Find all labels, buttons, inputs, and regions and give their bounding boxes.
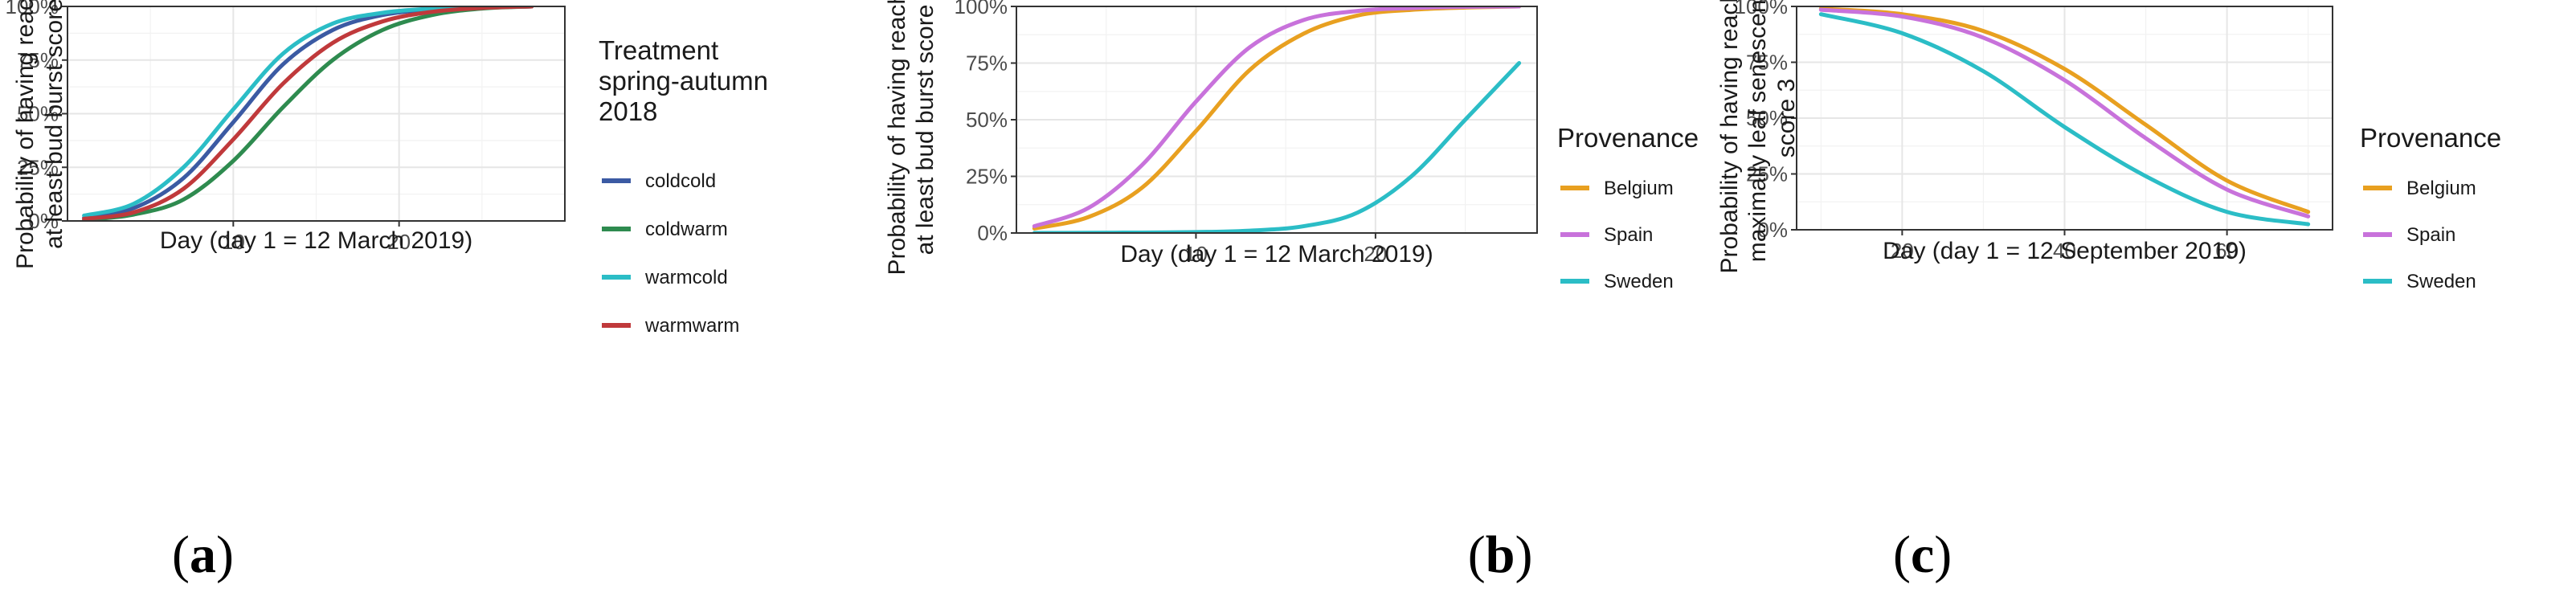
panel-label-letter: c (1911, 525, 1934, 584)
series-line-Spain (1818, 7, 2311, 219)
y-tick-label: 50% (17, 102, 59, 126)
y-tick-label: 75% (17, 48, 59, 72)
panel-label-close-paren: ) (1515, 525, 1533, 584)
series-line-warmcold (82, 6, 534, 218)
panel-label: (b) (1468, 525, 1533, 584)
legend-label-Belgium: Belgium (2406, 178, 2476, 199)
chart-panel-a: 0% 25% 50% 75% 100% 10 20 Day (day 1 = 12 March… (0, 0, 860, 613)
legend-title-line: Provenance (2360, 123, 2501, 153)
x-tick-label: 10 (222, 230, 245, 254)
y-tick-label: 25% (17, 155, 59, 179)
series-line-Belgium (1818, 6, 2311, 215)
legend-label-Belgium: Belgium (1604, 178, 1674, 199)
y-tick-label: 50% (1746, 106, 1788, 130)
legend-title-line: Treatment (599, 35, 718, 65)
chart-panel-c: 0% 25% 50% 75% 100% 20 40 60 Day (day 1 = 12 Sep… (1719, 0, 2576, 613)
panel-label-open-paren: ( (1893, 525, 1911, 584)
legend-label-Sweden: Sweden (1604, 271, 1674, 292)
series-line-Spain (1032, 6, 1522, 229)
y-tick-label: 75% (1746, 51, 1788, 75)
chart-panel-b: 0% 25% 50% 75% 100% 10 20 Day (day 1 = 12 March… (860, 0, 1719, 613)
legend-title-line: 2018 (599, 96, 657, 126)
y-tick-label: 100% (1735, 0, 1789, 18)
panel-label-close-paren: ) (216, 525, 234, 584)
y-tick-label: 100% (955, 0, 1008, 18)
legend-label-Spain: Spain (1604, 224, 1653, 246)
y-tick-label: 100% (6, 0, 59, 18)
y-tick-label: 25% (1746, 162, 1788, 186)
y-tick-label: 75% (966, 51, 1008, 76)
y-axis-title-line: at least bud burst score 3 (912, 0, 938, 255)
x-axis-title: Day (day 1 = 12 March 2019) (1120, 241, 1433, 268)
y-axis-title-line: Probability of having reached (884, 0, 910, 275)
x-tick-label: 20 (1891, 239, 1914, 263)
x-axis-title: Day (day 1 = 12 March 2019) (160, 227, 472, 254)
x-tick-label: 10 (1184, 242, 1208, 266)
panel-label-letter: b (1486, 525, 1515, 584)
legend-label-coldcold: coldcold (645, 170, 716, 192)
series-group (1818, 6, 2311, 227)
y-axis-title-line: Probability of having reached (12, 0, 39, 269)
y-tick-label: 0% (28, 209, 59, 233)
panel-label: (c) (1893, 525, 1952, 584)
legend-title-line: spring-autumn (599, 66, 768, 96)
y-tick-label: 0% (1757, 218, 1788, 242)
y-axis-title-line: score 3 (1773, 79, 1800, 157)
legend-title-line: Provenance (1557, 123, 1699, 153)
legend-label-Sweden: Sweden (2406, 271, 2476, 292)
y-axis-title-line: Probability of having reached (1719, 0, 1743, 273)
series-line-coldwarm (82, 6, 534, 221)
x-axis-title: Day (day 1 = 12 September 2019) (1883, 238, 2247, 264)
panel-label-open-paren: ( (1468, 525, 1486, 584)
x-tick-label: 20 (387, 230, 411, 254)
x-tick-label: 20 (1364, 242, 1387, 266)
panel-label: (a) (172, 525, 234, 584)
series-line-warmwarm (82, 6, 534, 221)
series-group (82, 6, 534, 221)
y-tick-label: 0% (977, 221, 1008, 245)
y-tick-label: 25% (966, 165, 1008, 189)
panel-label-close-paren: ) (1934, 525, 1952, 584)
x-tick-label: 60 (2215, 239, 2239, 263)
legend-label-Spain: Spain (2406, 224, 2455, 246)
legend-label-warmwarm: warmwarm (644, 315, 739, 337)
panel-label-open-paren: ( (172, 525, 190, 584)
series-line-Sweden (1818, 12, 2311, 227)
y-axis-title-line: maximally leaf senescence (1744, 0, 1771, 262)
legend-label-warmcold: warmcold (644, 267, 728, 288)
x-tick-label: 40 (2053, 239, 2076, 263)
y-axis-title-line: at least bud burst score 3 (41, 0, 67, 249)
y-tick-label: 50% (966, 108, 1008, 132)
panel-label-letter: a (190, 525, 216, 584)
legend-label-coldwarm: coldwarm (645, 219, 728, 240)
